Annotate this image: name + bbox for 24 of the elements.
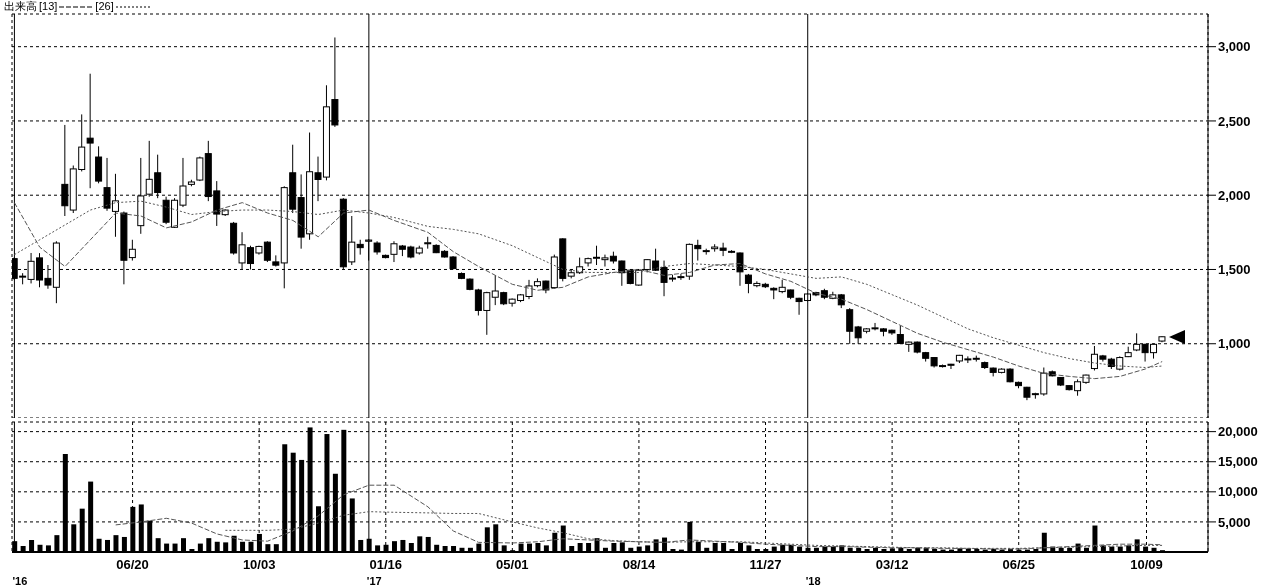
legend-label: [13]	[39, 0, 58, 13]
y-tick-label: 2,000	[1218, 187, 1251, 203]
y-tick-label: 2,500	[1218, 113, 1251, 129]
ref-line-label: '17	[366, 575, 382, 587]
ref-line-label: '16	[12, 575, 28, 587]
x-tick-label: 06/20	[116, 557, 149, 573]
y-tick-label: 20,000	[1218, 424, 1258, 440]
x-tick-label: 05/01	[496, 557, 529, 573]
legend-title: 出来高	[4, 0, 37, 13]
y-tick-label: 1,000	[1218, 336, 1251, 352]
x-tick-label: 10/03	[242, 557, 276, 573]
y-tick-label: 1,500	[1218, 262, 1251, 278]
legend-label: [26]	[95, 0, 114, 13]
x-tick-label: 06/25	[1002, 557, 1035, 573]
x-tick-label: 11/27	[749, 557, 782, 573]
x-tick-label: 01/16	[369, 557, 403, 573]
y-tick-label: 5,000	[1218, 514, 1251, 530]
y-tick-label: 10,000	[1218, 484, 1258, 500]
x-tick-label: 10/09	[1130, 557, 1163, 573]
x-tick-label: 03/12	[875, 557, 909, 573]
y-tick-label: 3,000	[1218, 39, 1251, 55]
ref-line-label: '18	[805, 575, 821, 587]
y-tick-label: 15,000	[1218, 454, 1258, 470]
x-tick-label: 08/14	[622, 557, 656, 573]
